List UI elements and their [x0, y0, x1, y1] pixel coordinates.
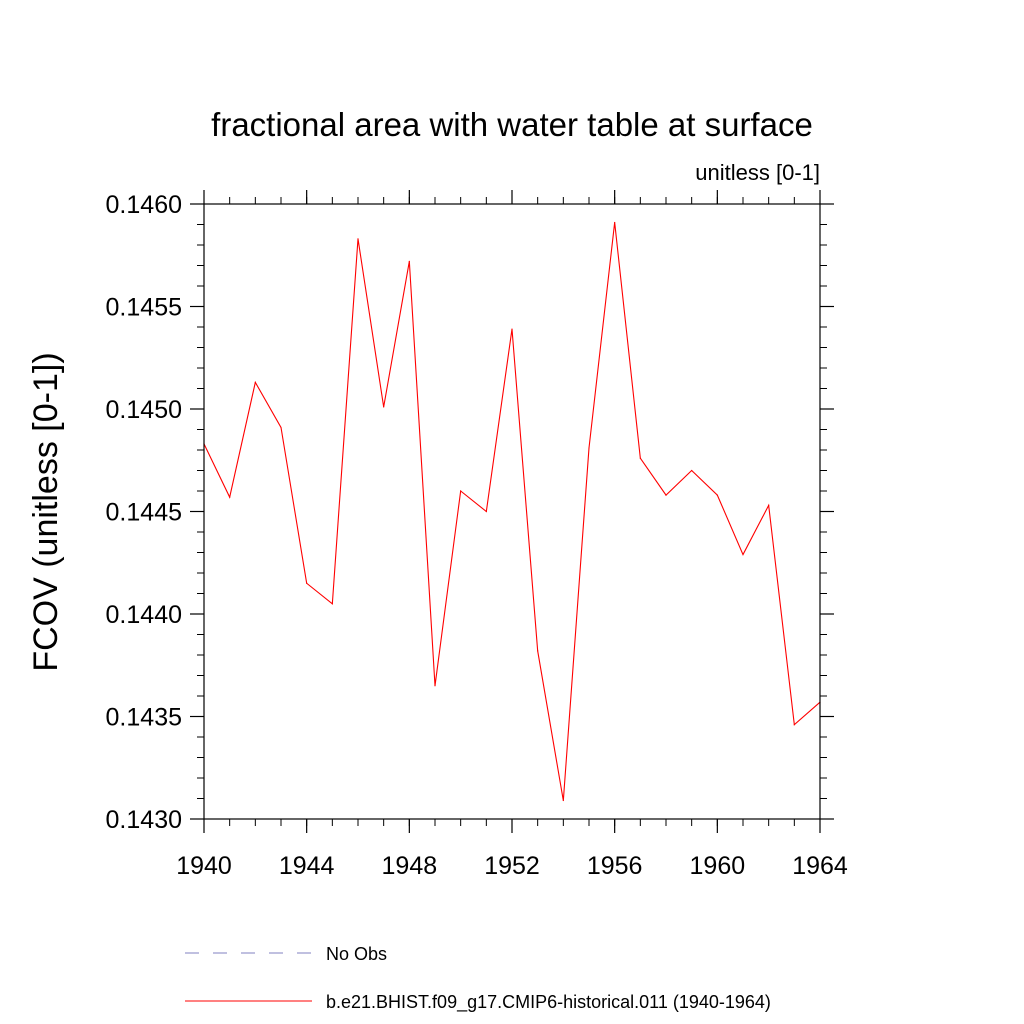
- data-point: [460, 490, 462, 492]
- data-point: [639, 457, 641, 459]
- data-point: [588, 447, 590, 449]
- series-line: [203, 222, 821, 801]
- x-tick-label: 1960: [690, 852, 746, 880]
- data-point: [511, 328, 513, 330]
- y-tick-label: 0.1440: [106, 601, 182, 629]
- x-tick-label: 1952: [484, 852, 540, 880]
- data-point: [485, 510, 487, 513]
- data-point: [793, 724, 795, 726]
- data-point: [383, 406, 385, 408]
- data-point: [768, 504, 770, 506]
- y-tick-labels: 0.1430 0.1435 0.1440 0.1445 0.1450 0.1455 0.14…: [106, 191, 182, 834]
- y-tick-label: 0.1460: [106, 191, 182, 219]
- y-tick-label: 0.1445: [106, 499, 182, 527]
- data-point: [742, 553, 744, 556]
- y-tick-label: 0.1430: [106, 806, 182, 834]
- data-point: [254, 381, 256, 383]
- minor-ticks: [197, 197, 827, 826]
- x-tick-label: 1964: [792, 852, 848, 880]
- y-tick-label: 0.1435: [106, 704, 182, 732]
- data-point: [229, 496, 231, 498]
- data-point: [614, 221, 616, 224]
- data-point: [306, 582, 308, 584]
- data-point: [665, 494, 667, 496]
- x-tick-label: 1944: [279, 852, 335, 880]
- series-layer: [203, 221, 821, 802]
- data-point: [691, 469, 693, 472]
- chart-title: fractional area with water table at surf…: [211, 106, 813, 143]
- chart-subtitle: unitless [0-1]: [695, 160, 820, 185]
- data-point: [537, 650, 539, 652]
- data-point: [408, 260, 410, 262]
- data-point: [280, 426, 282, 429]
- plot-frame: [203, 203, 821, 820]
- x-tick-label: 1940: [176, 852, 232, 880]
- data-point: [562, 799, 564, 802]
- major-ticks: [190, 190, 834, 833]
- data-point: [434, 685, 436, 687]
- data-point: [716, 494, 718, 496]
- y-tick-label: 0.1455: [106, 294, 182, 322]
- x-tick-labels: 1940 1944 1948 1952 1956 1960 1964: [176, 852, 848, 880]
- x-tick-label: 1948: [382, 852, 438, 880]
- data-point: [331, 603, 333, 605]
- x-tick-label: 1956: [587, 852, 643, 880]
- legend-label-historical: b.e21.BHIST.f09_g17.CMIP6-historical.011…: [326, 992, 771, 1013]
- y-axis-label: FCOV (unitless [0-1]): [27, 352, 65, 671]
- legend: No Obs b.e21.BHIST.f09_g17.CMIP6-histori…: [185, 944, 771, 1013]
- data-point: [357, 238, 359, 240]
- y-tick-label: 0.1450: [106, 396, 182, 424]
- legend-label-no-obs: No Obs: [326, 944, 387, 964]
